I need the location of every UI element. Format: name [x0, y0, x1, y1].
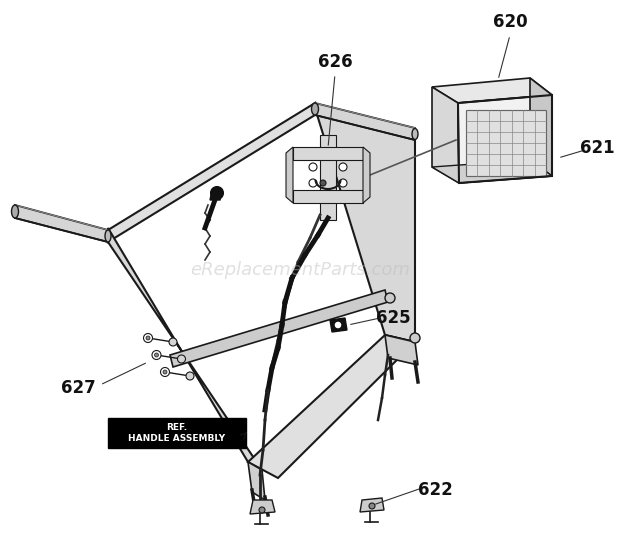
- Polygon shape: [286, 147, 293, 203]
- Circle shape: [309, 179, 317, 187]
- Text: 626: 626: [317, 53, 352, 71]
- Polygon shape: [360, 498, 384, 512]
- Polygon shape: [293, 147, 363, 160]
- Circle shape: [146, 336, 150, 340]
- Ellipse shape: [311, 103, 319, 115]
- Polygon shape: [248, 335, 415, 478]
- Circle shape: [152, 351, 161, 360]
- Polygon shape: [315, 108, 415, 342]
- Circle shape: [339, 179, 347, 187]
- Polygon shape: [293, 190, 363, 203]
- Polygon shape: [320, 135, 336, 220]
- Text: 621: 621: [580, 139, 614, 157]
- Polygon shape: [530, 78, 552, 176]
- Polygon shape: [466, 110, 546, 176]
- Circle shape: [309, 163, 317, 171]
- Polygon shape: [385, 335, 418, 365]
- Circle shape: [154, 353, 159, 357]
- Polygon shape: [210, 190, 222, 200]
- Polygon shape: [108, 228, 262, 470]
- Circle shape: [369, 503, 375, 509]
- Circle shape: [211, 187, 223, 199]
- Circle shape: [186, 372, 194, 380]
- Polygon shape: [248, 462, 265, 500]
- Circle shape: [143, 333, 153, 342]
- Circle shape: [161, 367, 169, 377]
- Polygon shape: [363, 147, 370, 203]
- Polygon shape: [432, 160, 552, 183]
- Polygon shape: [458, 95, 552, 183]
- Polygon shape: [432, 87, 459, 183]
- Ellipse shape: [412, 129, 418, 140]
- Polygon shape: [108, 103, 315, 242]
- Polygon shape: [315, 103, 415, 140]
- Circle shape: [320, 180, 326, 186]
- Circle shape: [169, 338, 177, 346]
- Polygon shape: [330, 318, 347, 332]
- Circle shape: [410, 333, 420, 343]
- Text: 620: 620: [493, 13, 528, 31]
- Circle shape: [339, 163, 347, 171]
- Circle shape: [163, 370, 167, 374]
- Circle shape: [177, 355, 185, 363]
- Text: 625: 625: [376, 309, 410, 327]
- Ellipse shape: [12, 205, 19, 218]
- Polygon shape: [15, 205, 108, 242]
- Text: REF.
HANDLE ASSEMBLY: REF. HANDLE ASSEMBLY: [128, 423, 226, 444]
- FancyBboxPatch shape: [108, 418, 246, 448]
- Ellipse shape: [105, 230, 111, 242]
- Circle shape: [385, 293, 395, 303]
- Polygon shape: [250, 500, 275, 514]
- Text: eReplacementParts.com: eReplacementParts.com: [190, 261, 410, 279]
- Polygon shape: [170, 290, 388, 367]
- Circle shape: [334, 321, 342, 329]
- Text: 622: 622: [418, 481, 453, 499]
- Circle shape: [259, 507, 265, 513]
- Text: 627: 627: [61, 379, 95, 397]
- Polygon shape: [432, 78, 552, 103]
